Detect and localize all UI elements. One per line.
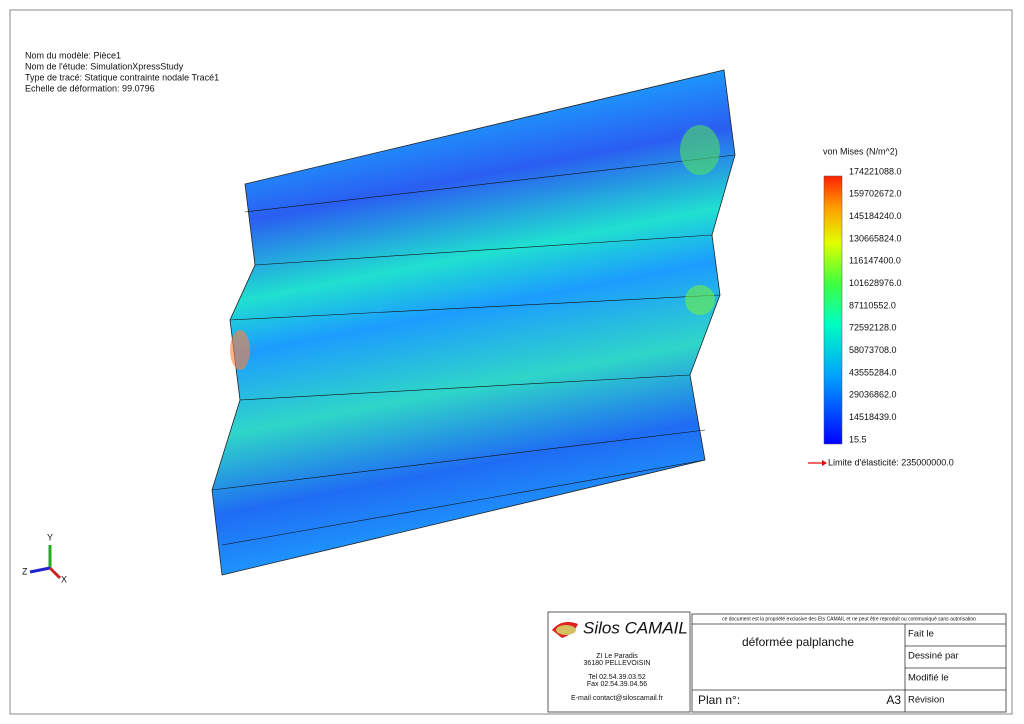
- field-label: Dessiné par: [908, 651, 959, 662]
- legend-label: 116147400.0: [849, 256, 901, 266]
- axis-label: Y: [47, 532, 53, 542]
- legend-label: 14518439.0: [849, 412, 897, 422]
- info-line: Type de tracé: Statique contrainte nodal…: [25, 72, 219, 82]
- legend-label: 174221088.0: [849, 166, 902, 176]
- legend-label: 159702672.0: [849, 189, 902, 199]
- info-line: Echelle de déformation: 99.0796: [25, 83, 155, 93]
- limit-arrow-head: [822, 460, 827, 466]
- title-block: [547, 611, 1007, 713]
- plan-label: Plan n°:: [698, 693, 740, 707]
- legend-label: 15.5: [849, 434, 867, 444]
- limit-label: Limite d'élasticité: 235000000.0: [828, 457, 954, 467]
- legend-label: 130665824.0: [849, 233, 902, 243]
- notice: ce document est la propriété exclusive d…: [722, 616, 976, 622]
- format: A3: [886, 693, 901, 707]
- email: E-mail contact@siloscamail.fr: [571, 695, 664, 702]
- legend-labels: 174221088.0 159702672.0 145184240.0 1306658…: [849, 166, 902, 444]
- legend-label: 43555284.0: [849, 367, 897, 377]
- info-line: Nom du modèle: Pièce1: [25, 50, 121, 60]
- model-info: Nom du modèle: Pièce1 Nom de l'étude: Si…: [25, 50, 219, 93]
- color-bar: [823, 175, 843, 445]
- field-label: Révision: [908, 695, 944, 706]
- axis-label: Z: [22, 566, 28, 576]
- company-logo: [556, 625, 576, 635]
- info-line: Nom de l'étude: SimulationXpressStudy: [25, 61, 184, 71]
- address: 36180 PELLEVOISIN: [584, 660, 651, 667]
- company-name: Silos CAMAIL: [583, 618, 688, 637]
- axis-label: X: [61, 574, 67, 584]
- legend-title: von Mises (N/m^2): [823, 146, 898, 156]
- field-label: Fait le: [908, 629, 934, 640]
- axis-triad: Y Z X: [22, 532, 67, 584]
- phone: Fax 02.54.39.04.56: [587, 681, 647, 688]
- legend-label: 145184240.0: [849, 211, 902, 221]
- legend-label: 29036862.0: [849, 390, 897, 400]
- phone: Tel 02.54.39.03.52: [588, 674, 646, 681]
- legend-label: 87110552.0: [849, 300, 896, 310]
- legend-label: 101628976.0: [849, 278, 902, 288]
- sheet-pile-model: [211, 69, 736, 576]
- address: ZI Le Paradis: [596, 653, 638, 660]
- legend-label: 58073708.0: [849, 345, 897, 355]
- drawing-title: déformée palplanche: [742, 635, 854, 649]
- legend-label: 72592128.0: [849, 323, 897, 333]
- field-label: Modifié le: [908, 673, 949, 684]
- sheet-border: [9, 9, 1013, 715]
